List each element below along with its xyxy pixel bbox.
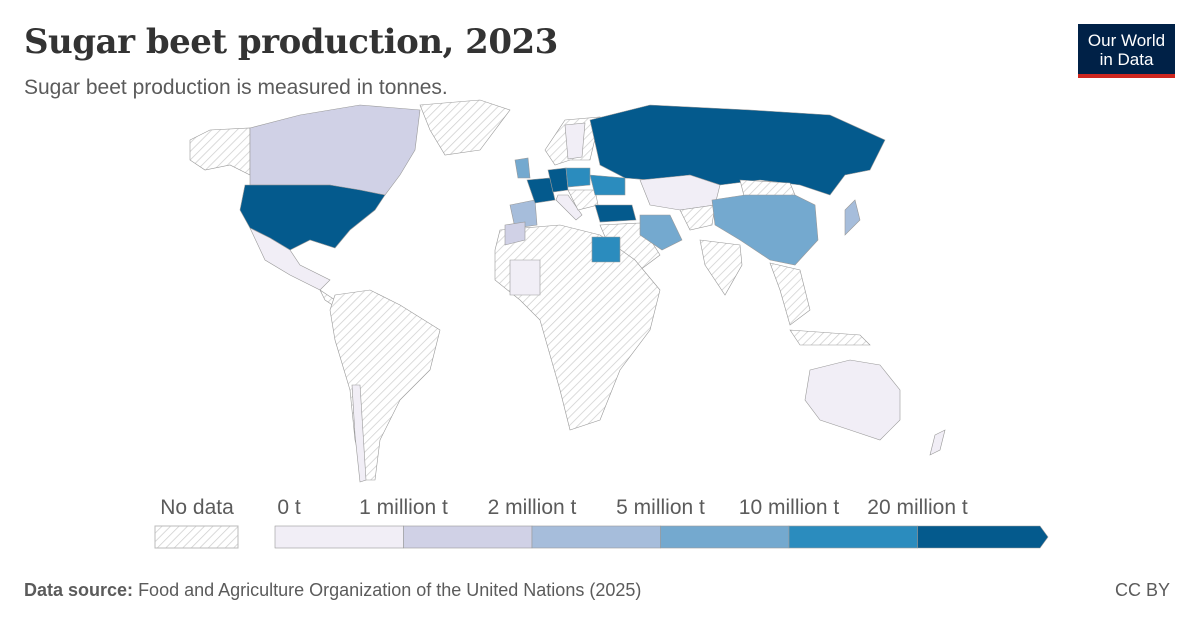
legend-bin[interactable] xyxy=(403,525,533,549)
legend-bin[interactable] xyxy=(531,525,661,549)
country-morocco[interactable] xyxy=(504,221,526,246)
logo-line2: in Data xyxy=(1099,50,1154,69)
legend-tick-label: 2 million t xyxy=(487,496,577,519)
country-canada[interactable] xyxy=(249,104,421,196)
country-france[interactable] xyxy=(526,177,556,204)
legend-bin[interactable] xyxy=(788,525,918,549)
license-link[interactable]: CC BY xyxy=(1114,580,1170,600)
country-poland[interactable] xyxy=(565,167,591,188)
legend-bin[interactable] xyxy=(274,525,404,549)
legend-tick-label: 1 million t xyxy=(359,496,448,519)
country-japan[interactable] xyxy=(844,199,861,236)
country-new-zealand[interactable] xyxy=(929,429,946,456)
legend-tick-label: 0 t xyxy=(277,496,301,519)
country-china[interactable] xyxy=(711,194,819,266)
legend-no-data-label: No data xyxy=(160,496,234,519)
country-chile[interactable] xyxy=(351,384,367,483)
country-indonesia[interactable] xyxy=(789,329,871,346)
country-south-america[interactable] xyxy=(329,289,441,481)
country-australia[interactable] xyxy=(804,359,901,441)
legend-tick-label: 20 million t xyxy=(867,496,968,519)
country-italy[interactable] xyxy=(555,194,583,221)
country-alaska[interactable] xyxy=(189,127,251,176)
legend-bin[interactable] xyxy=(660,525,790,549)
country-russia[interactable] xyxy=(589,104,886,196)
country-ukraine[interactable] xyxy=(589,174,626,196)
legend-no-data-swatch xyxy=(154,525,239,549)
source-label: Data source: xyxy=(24,580,134,600)
legend-tick-label: 10 million t xyxy=(738,496,840,519)
country-turkey[interactable] xyxy=(594,204,637,223)
source-text: Food and Agriculture Organization of the… xyxy=(138,580,642,600)
country-egypt[interactable] xyxy=(591,236,621,263)
data-source: Data source: Food and Agriculture Organi… xyxy=(24,580,641,601)
country-central-asia[interactable] xyxy=(679,204,716,231)
country-southeast-asia[interactable] xyxy=(769,262,811,326)
world-map[interactable] xyxy=(0,95,1200,495)
page-title: Sugar beet production, 2023 xyxy=(24,22,558,62)
legend-bin[interactable] xyxy=(917,525,1049,549)
country-sweden[interactable] xyxy=(564,122,586,160)
country-iran[interactable] xyxy=(639,214,683,251)
logo-line1: Our World xyxy=(1087,31,1166,50)
country-united-kingdom[interactable] xyxy=(514,157,531,179)
country-west-africa[interactable] xyxy=(509,259,541,296)
legend-tick-label: 5 million t xyxy=(616,496,705,519)
country-greenland[interactable] xyxy=(419,99,511,156)
owid-logo[interactable]: Our World in Data xyxy=(1078,24,1175,78)
country-mexico[interactable] xyxy=(249,227,331,291)
legend-bar xyxy=(154,525,1049,549)
page-subtitle: Sugar beet production is measured in ton… xyxy=(24,76,448,99)
country-spain[interactable] xyxy=(509,199,538,229)
country-india[interactable] xyxy=(699,239,743,296)
